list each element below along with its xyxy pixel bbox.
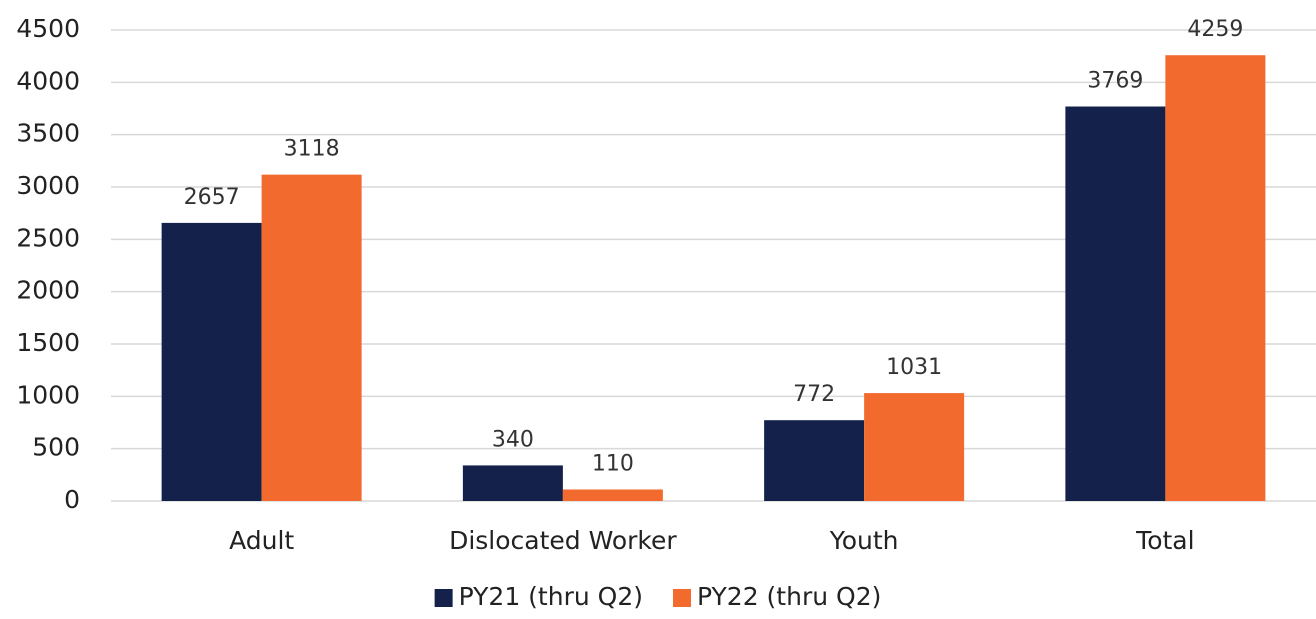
- bar: [864, 393, 965, 501]
- y-tick-label: 3500: [16, 119, 80, 148]
- y-tick-label: 4500: [16, 14, 80, 43]
- bar: [261, 174, 362, 501]
- y-tick-label: 2000: [16, 276, 80, 305]
- y-tick-label: 500: [32, 433, 80, 462]
- bar: [462, 465, 563, 501]
- value-label: 340: [492, 427, 534, 452]
- bar: [161, 222, 262, 501]
- bar: [562, 489, 663, 501]
- y-tick-label: 2500: [16, 223, 80, 252]
- bar: [764, 420, 865, 501]
- x-tick-label: Total: [1135, 526, 1194, 555]
- bar: [1165, 55, 1266, 501]
- y-tick-label: 3000: [16, 171, 80, 200]
- y-tick-label: 0: [64, 485, 80, 514]
- x-tick-label: Adult: [229, 526, 294, 555]
- value-label: 1031: [886, 355, 942, 380]
- value-label: 2657: [184, 185, 240, 210]
- value-label: 3118: [284, 137, 340, 162]
- x-tick-label: Youth: [829, 526, 899, 555]
- value-label: 4259: [1187, 17, 1243, 42]
- legend-swatch: [673, 589, 691, 607]
- legend-swatch: [434, 589, 453, 607]
- y-tick-label: 1000: [16, 380, 80, 409]
- value-label: 772: [793, 382, 835, 407]
- x-tick-label: Dislocated Worker: [449, 526, 677, 555]
- bar: [1065, 106, 1166, 502]
- legend-label: PY22 (thru Q2): [697, 582, 881, 611]
- value-label: 3769: [1087, 69, 1143, 94]
- y-tick-label: 1500: [16, 328, 80, 357]
- value-label: 110: [592, 451, 634, 476]
- y-tick-label: 4000: [16, 66, 80, 95]
- legend-label: PY21 (thru Q2): [459, 582, 643, 611]
